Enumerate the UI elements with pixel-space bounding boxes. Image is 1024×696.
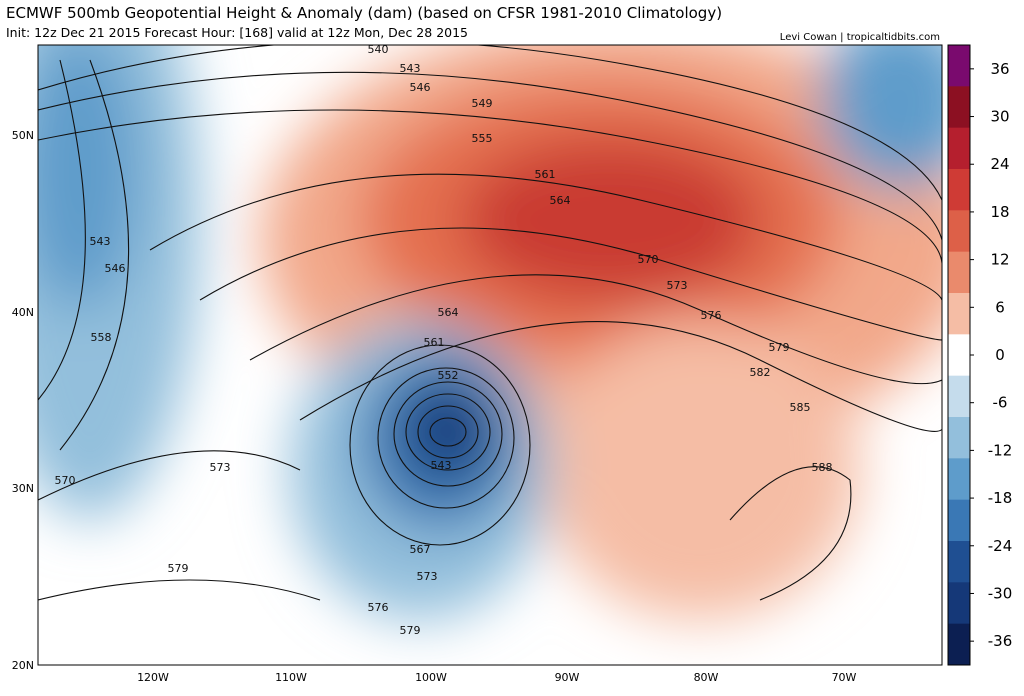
colorbar-tick-label: 24 [990,155,1009,173]
lon-label: 70W [832,671,857,684]
colorbar-band [948,127,970,170]
colorbar-band [948,334,970,377]
map-frame [37,44,943,666]
contour-label: 552 [438,369,459,382]
contour-label: 543 [400,62,421,75]
colorbar-tick-label: 12 [990,251,1009,269]
contour-label: 567 [410,543,431,556]
contour-label: 549 [472,97,493,110]
contour-label: 573 [417,570,438,583]
contour-label: 576 [368,601,389,614]
colorbar-band [948,499,970,542]
colorbar-tick-label: 18 [990,203,1009,221]
lon-label: 120W [137,671,169,684]
colorbar-tick-label: 0 [995,346,1005,364]
title: ECMWF 500mb Geopotential Height & Anomal… [6,4,722,22]
contour-label: 555 [472,132,493,145]
contour-label: 546 [105,262,126,275]
contour-label: 582 [750,366,771,379]
contour-label: 564 [550,194,571,207]
lon-label: 110W [275,671,307,684]
colorbar-tick-label: 30 [990,108,1009,126]
contour-label: 564 [438,306,459,319]
lat-label: 50N [12,129,34,142]
contour-label: 573 [667,279,688,292]
colorbar-tick-label: -12 [988,441,1013,459]
colorbar-tick-label: -24 [988,537,1013,555]
lat-label: 40N [12,306,34,319]
contour-label: 579 [400,624,421,637]
contour-label: 579 [769,341,790,354]
colorbar-band [948,210,970,253]
init: Init: 12z Dec 21 2015 Forecast Hour: [16… [6,25,468,40]
lon-label: 100W [415,671,447,684]
colorbar-band [948,541,970,583]
contour-label: 558 [91,331,112,344]
colorbar-band [948,251,970,294]
colorbar-band [948,582,970,625]
lon-label: 80W [694,671,719,684]
contour-label: 588 [812,461,833,474]
colorbar-band [948,169,970,211]
colorbar-band [948,623,970,666]
contour-label: 543 [90,235,111,248]
contour-label: 570 [638,253,659,266]
contour-label: 561 [535,168,556,181]
colorbar-band [948,45,970,87]
lat-label: 30N [12,482,34,495]
map [38,45,942,620]
contour-label: 540 [368,43,389,56]
contour-label: 570 [55,474,76,487]
colorbar-tick-label: -36 [988,632,1013,650]
colorbar-tick-label: -6 [993,394,1008,412]
colorbar-band [948,293,970,335]
colorbar-band [948,86,970,129]
contour-label: 546 [410,81,431,94]
lat-label: 20N [12,659,34,672]
contour-label: 561 [424,336,445,349]
colorbar-tick-label: -18 [988,489,1013,507]
colorbar-tick-label: 36 [990,60,1009,78]
contour-label: 576 [701,309,722,322]
contour-label: 585 [790,401,811,414]
colorbar-tick-label: -30 [988,584,1013,602]
lon-label: 90W [555,671,580,684]
contour-label: 573 [210,461,231,474]
colorbar-band [948,458,970,501]
contour-label: 543 [431,459,452,472]
colorbar-tick-label: 6 [995,298,1005,316]
colorbar-band [948,375,970,418]
credit: Levi Cowan | tropicaltidbits.com [780,32,940,43]
contour-label: 579 [168,562,189,575]
colorbar-band [948,417,970,459]
